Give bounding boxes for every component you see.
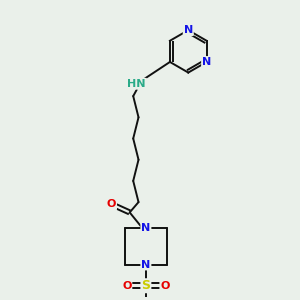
Text: HN: HN (128, 79, 146, 89)
Text: O: O (107, 199, 116, 209)
Text: N: N (141, 223, 151, 233)
Text: N: N (141, 260, 151, 269)
Text: N: N (184, 25, 193, 35)
Text: S: S (141, 279, 150, 292)
Text: O: O (122, 281, 131, 291)
Text: O: O (160, 281, 170, 291)
Text: N: N (202, 57, 211, 67)
